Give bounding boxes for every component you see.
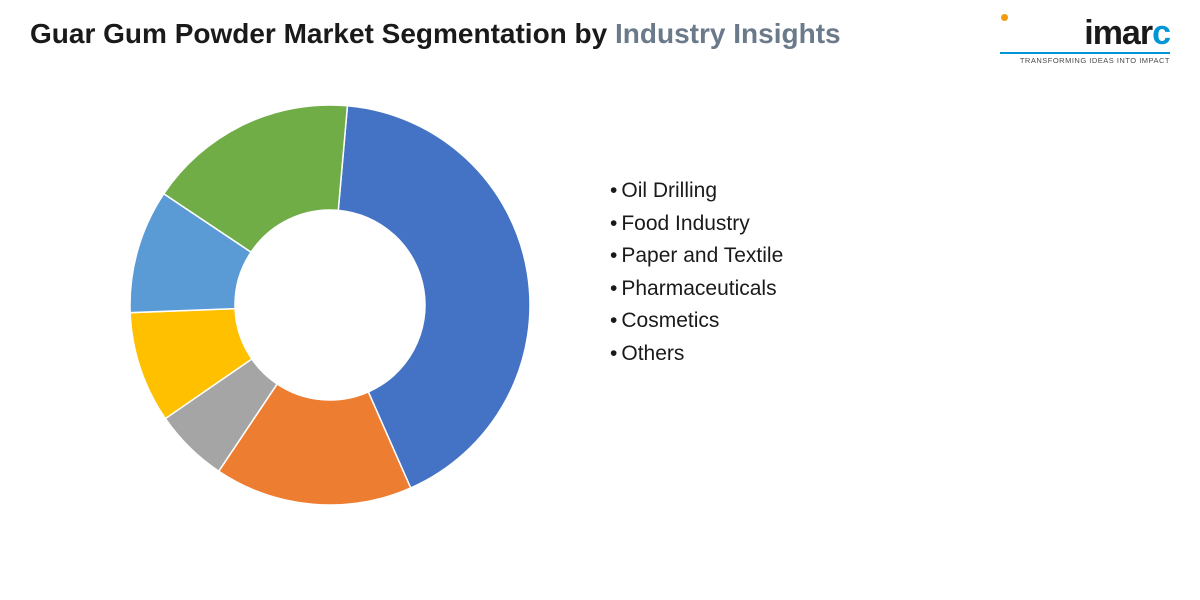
legend-item: Oil Drilling bbox=[610, 175, 783, 208]
donut-svg bbox=[120, 95, 540, 515]
logo-dot-icon bbox=[1001, 14, 1008, 21]
legend-item: Others bbox=[610, 338, 783, 371]
legend-item: Paper and Textile bbox=[610, 240, 783, 273]
title-main: Guar Gum Powder Market Segmentation by bbox=[30, 18, 615, 49]
logo-tagline: TRANSFORMING IDEAS INTO IMPACT bbox=[1000, 56, 1170, 65]
logo-text: imarc bbox=[1000, 18, 1170, 49]
page-title: Guar Gum Powder Market Segmentation by I… bbox=[30, 18, 841, 50]
legend-item: Food Industry bbox=[610, 208, 783, 241]
legend: Oil DrillingFood IndustryPaper and Texti… bbox=[610, 175, 783, 370]
legend-item: Pharmaceuticals bbox=[610, 273, 783, 306]
title-sub: Industry Insights bbox=[615, 18, 841, 49]
legend-item: Cosmetics bbox=[610, 305, 783, 338]
header: Guar Gum Powder Market Segmentation by I… bbox=[30, 18, 1170, 65]
donut-chart bbox=[120, 95, 540, 515]
brand-logo: imarc TRANSFORMING IDEAS INTO IMPACT bbox=[1000, 18, 1170, 65]
